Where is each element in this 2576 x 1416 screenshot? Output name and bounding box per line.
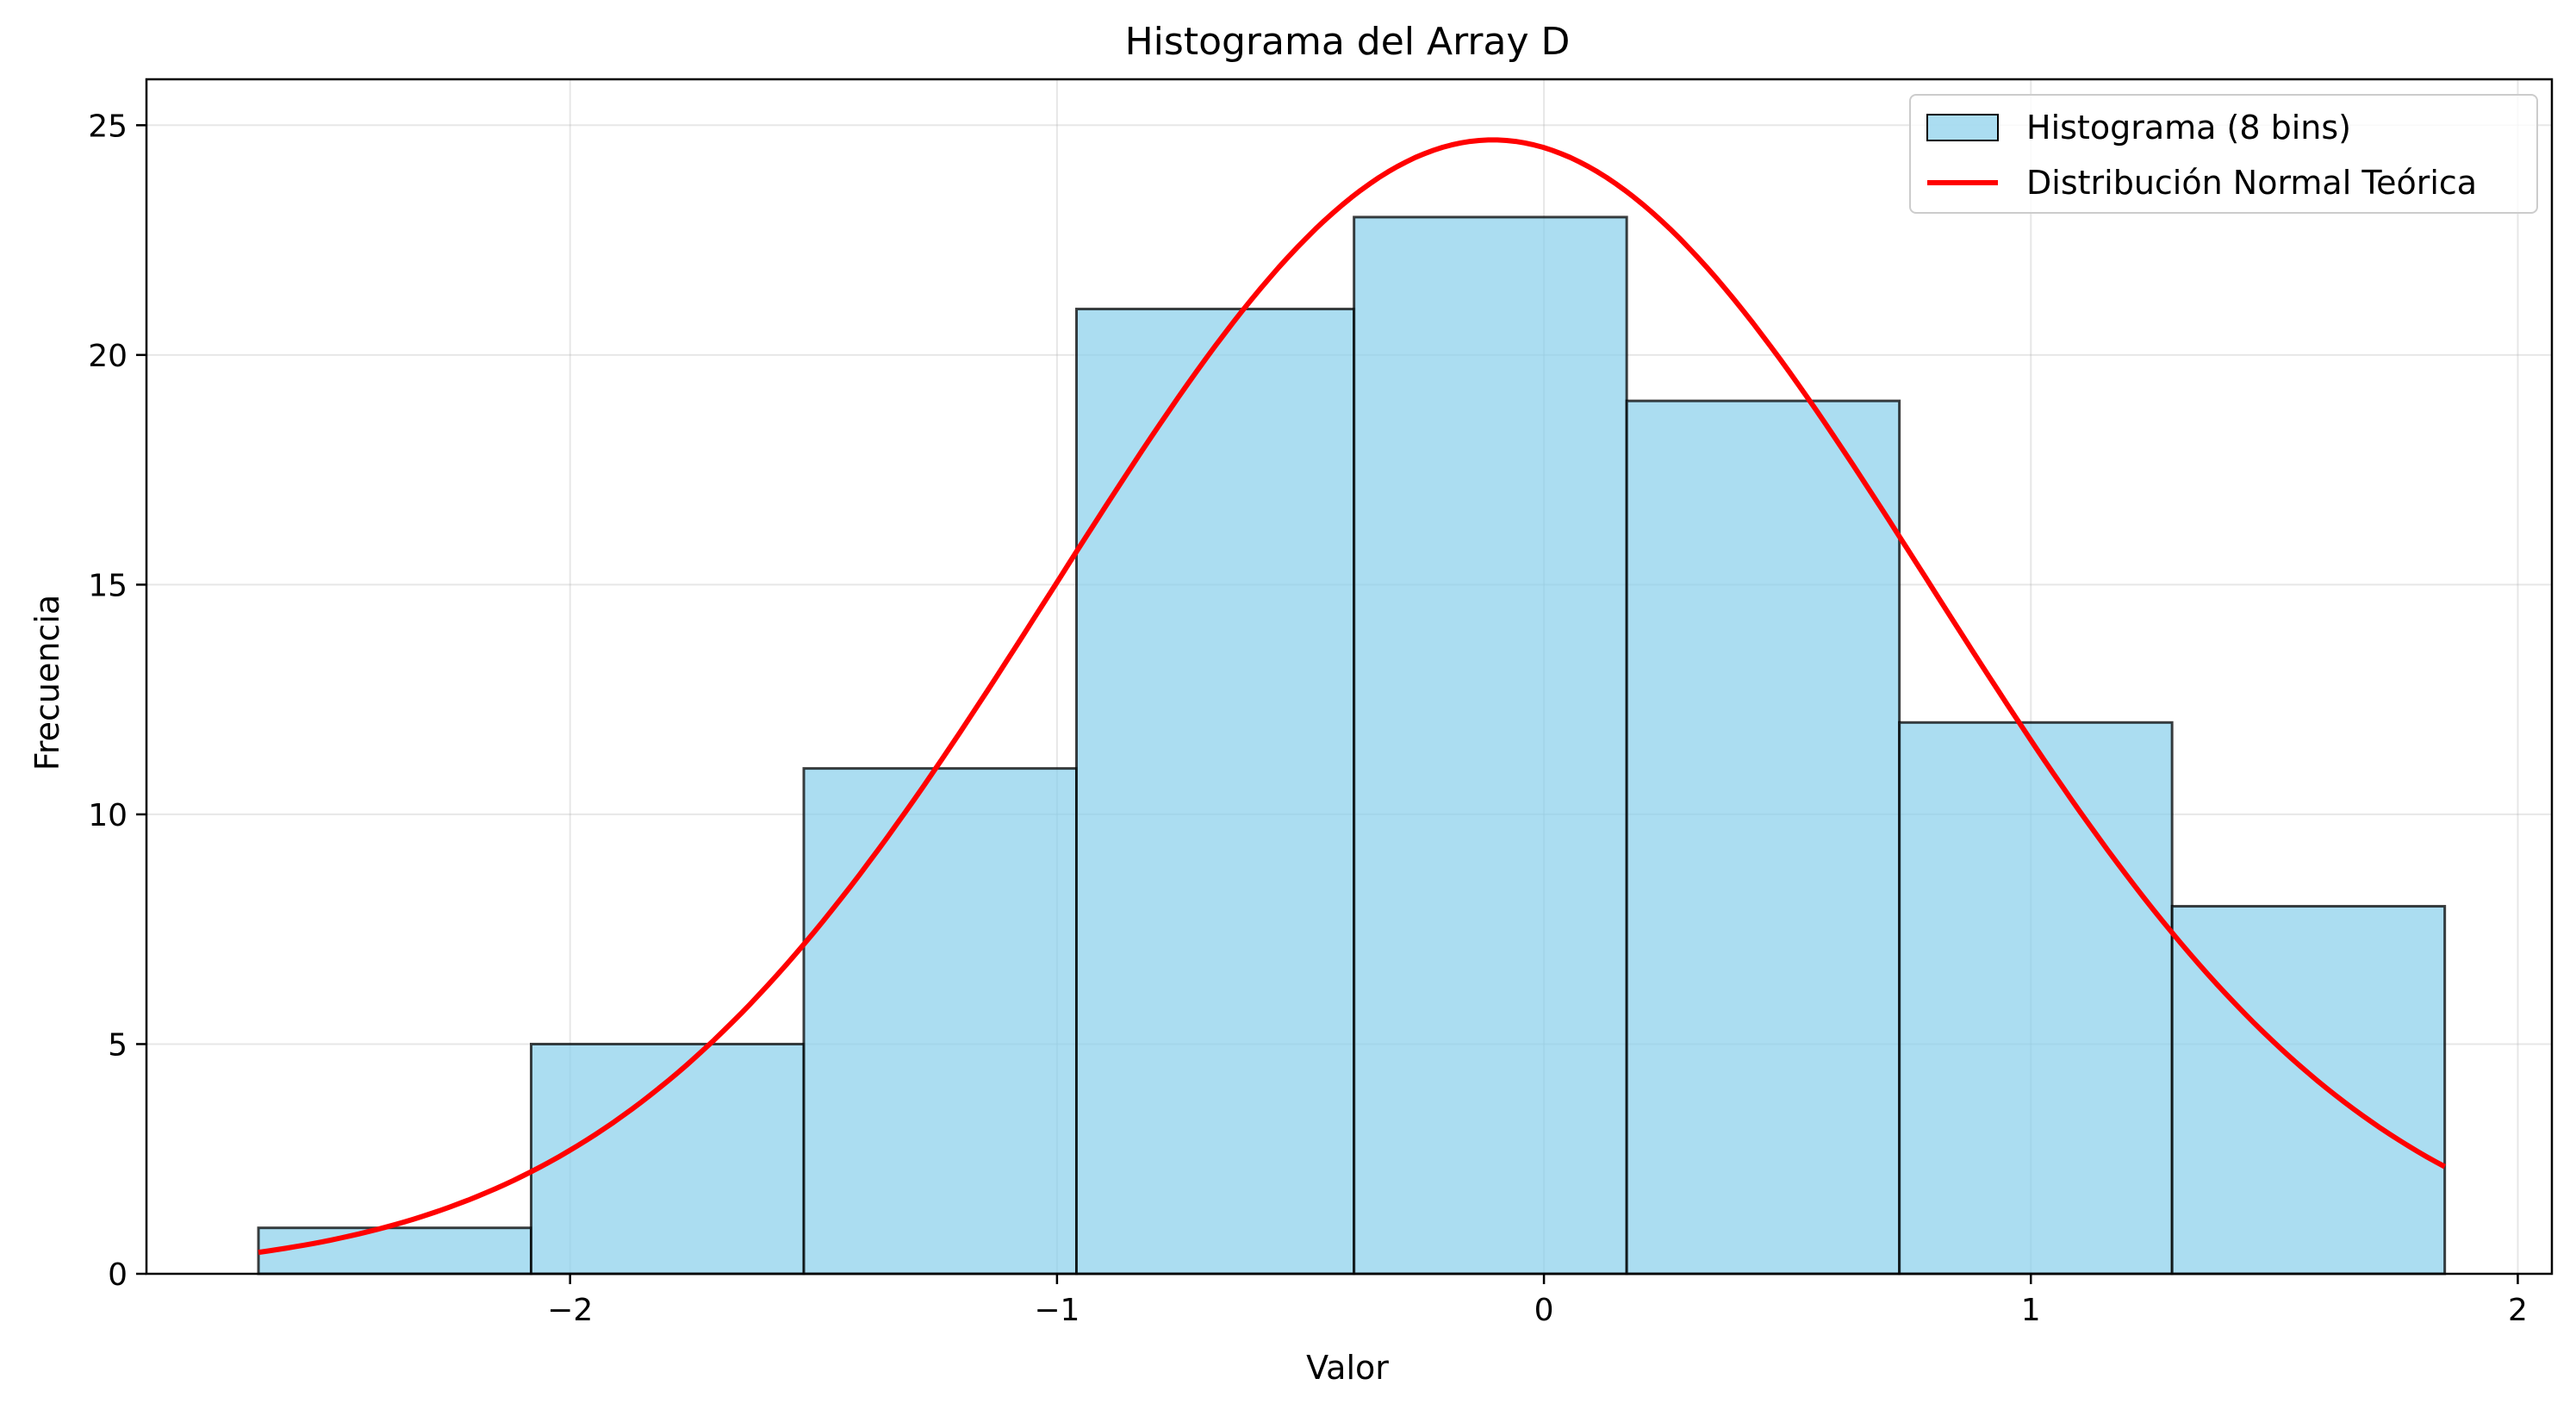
x-tick-label: 2 bbox=[2508, 1293, 2528, 1328]
histogram-bar bbox=[1353, 215, 1628, 1276]
x-axis-label: Valor bbox=[1306, 1349, 1389, 1387]
histogram-bar bbox=[1625, 399, 1901, 1276]
x-tick-label: 0 bbox=[1534, 1293, 1554, 1328]
y-tick-label: 0 bbox=[108, 1257, 128, 1293]
legend-box bbox=[1909, 94, 2538, 214]
y-tick-label: 15 bbox=[88, 568, 128, 603]
legend-histogram-swatch bbox=[1926, 114, 1999, 141]
y-tick-label: 25 bbox=[88, 109, 128, 144]
x-tick-label: −1 bbox=[1034, 1293, 1080, 1328]
histogram-bar bbox=[1074, 308, 1356, 1276]
y-tick-label: 20 bbox=[88, 339, 128, 374]
y-tick-label: 5 bbox=[108, 1027, 128, 1063]
histogram-bar bbox=[802, 767, 1078, 1276]
normal-curve-group bbox=[258, 137, 2447, 1256]
histogram-bar bbox=[1898, 720, 2174, 1276]
x-tick-label: −2 bbox=[547, 1293, 593, 1328]
normal-curve-line bbox=[258, 137, 2447, 1256]
x-tick-label: 1 bbox=[2021, 1293, 2041, 1328]
histogram-bar bbox=[257, 1226, 532, 1276]
legend: Histograma (8 bins) Distribución Normal … bbox=[1909, 94, 2538, 214]
y-tick-label: 10 bbox=[88, 798, 128, 833]
chart-title: Histograma del Array D bbox=[1125, 20, 1571, 64]
axes-frame bbox=[145, 78, 2554, 1276]
legend-histogram-label: Histograma (8 bins) bbox=[2026, 109, 2351, 147]
histogram-bar bbox=[2170, 905, 2447, 1276]
legend-curve-label: Distribución Normal Teórica bbox=[2026, 164, 2477, 202]
y-axis-label: Frecuencia bbox=[28, 595, 66, 770]
histogram-bars bbox=[257, 215, 2447, 1276]
